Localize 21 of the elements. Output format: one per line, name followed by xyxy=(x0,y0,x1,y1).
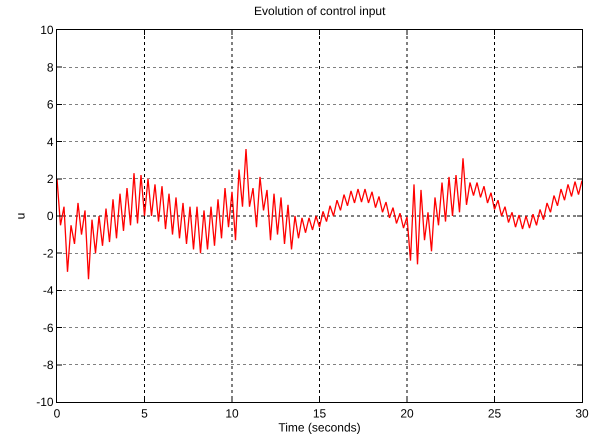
x-tick-label: 20 xyxy=(400,406,414,420)
y-tick-label: -4 xyxy=(42,284,54,298)
y-tick-label: -6 xyxy=(42,320,54,335)
y-tick-label: 6 xyxy=(46,98,54,112)
y-tick-label: -8 xyxy=(42,358,54,372)
x-tick-label: 15 xyxy=(312,406,326,420)
line-series xyxy=(57,148,582,280)
chart-title: Evolution of control input xyxy=(254,4,386,18)
y-tick-label: 0 xyxy=(46,209,54,224)
y-tick-label: -10 xyxy=(36,395,54,410)
x-tick-label: 30 xyxy=(575,406,589,420)
x-tick-label: 25 xyxy=(488,406,502,420)
y-tick-label: 8 xyxy=(46,60,54,74)
y-tick-label: 4 xyxy=(46,134,54,149)
x-axis-title: Time (seconds) xyxy=(278,420,361,434)
y-tick-label: 10 xyxy=(40,23,54,38)
y-axis-title: u xyxy=(14,212,28,220)
y-tick-label: -2 xyxy=(42,246,54,260)
y-tick-label: 2 xyxy=(46,172,54,186)
x-tick-label: 5 xyxy=(141,406,148,420)
x-tick-label: 10 xyxy=(225,406,239,420)
